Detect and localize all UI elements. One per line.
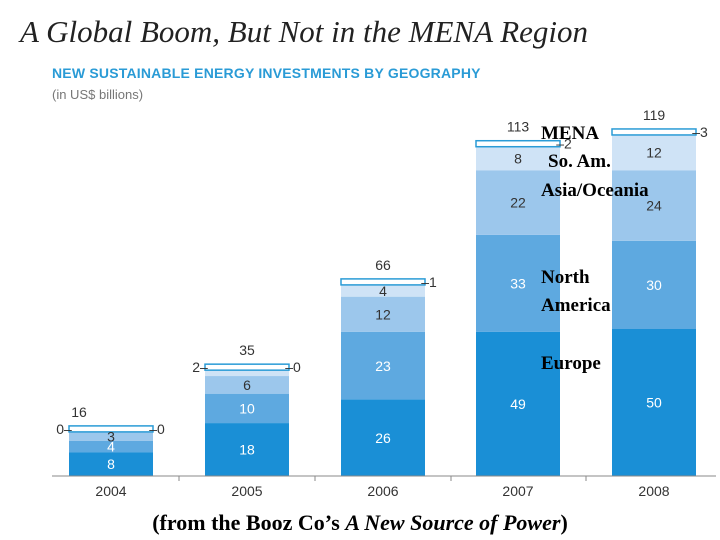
units-label: (in US$ billions) <box>52 87 144 102</box>
annotation-asia-oceania: Asia/Oceania <box>541 180 649 201</box>
x-tick-2007: 2007 <box>502 483 533 499</box>
chart-subtitle: NEW SUSTAINABLE ENERGY INVESTMENTS BY GE… <box>52 65 481 81</box>
side-label-right-2008: –3 <box>692 124 708 140</box>
bar-segment-so-am-2008 <box>612 134 696 171</box>
x-axis-ticks: 2004 2005 2006 2007 2008 <box>95 476 670 499</box>
bar-segment-north-america-2008 <box>612 240 696 329</box>
value-label-europe-2006: 26 <box>375 430 391 446</box>
total-label-2006: 66 <box>375 257 391 273</box>
bar-segment-mena-2007 <box>475 139 561 148</box>
bar-segment-europe-2008 <box>612 329 696 476</box>
x-tick-2005: 2005 <box>231 483 262 499</box>
value-label-north-america-2007: 33 <box>510 275 526 291</box>
annotation-north: North <box>541 267 590 288</box>
value-label-europe-2004: 8 <box>107 456 115 472</box>
bar-segment-europe-2005 <box>205 423 289 476</box>
annotation-europe: Europe <box>541 353 601 374</box>
x-tick-2004: 2004 <box>95 483 126 499</box>
annotation-america: America <box>541 295 611 316</box>
x-tick-2008: 2008 <box>638 483 669 499</box>
total-label-2007: 113 <box>507 119 530 135</box>
bar-segment-north-america-2006 <box>341 331 425 400</box>
value-label-asia-oceania-2004: 3 <box>107 428 115 444</box>
side-label-right-2004: –0 <box>149 421 165 437</box>
value-label-so-am-2006: 4 <box>379 283 387 299</box>
annotation-mena: MENA <box>541 123 599 144</box>
side-label-right-2006: –1 <box>421 274 437 290</box>
chart-title: A Global Boom, But Not in the MENA Regio… <box>20 14 589 49</box>
bar-segment-mena-2005 <box>204 363 290 371</box>
side-label-right-2005: –0 <box>285 359 301 375</box>
value-label-asia-oceania-2005: 6 <box>243 377 251 393</box>
side-label-left-2005: 2– <box>192 359 208 375</box>
bar-segment-asia-oceania-2004 <box>69 431 153 441</box>
bar-segment-mena-2004 <box>68 425 154 433</box>
side-label-right-2007: –2 <box>556 136 572 152</box>
x-tick-2006: 2006 <box>367 483 398 499</box>
annotation-so-am: So. Am. <box>548 151 611 172</box>
value-label-europe-2008: 50 <box>646 395 662 411</box>
caption-prefix: (from the Booz Co’s <box>152 510 346 535</box>
bar-segment-north-america-2005 <box>205 393 289 424</box>
bar-segment-asia-oceania-2005 <box>205 376 289 394</box>
value-label-europe-2005: 18 <box>239 442 255 458</box>
value-label-so-am-2008: 12 <box>646 145 662 161</box>
value-label-europe-2007: 49 <box>510 396 526 412</box>
bar-segment-north-america-2007 <box>476 234 560 332</box>
bars-layer <box>68 128 697 476</box>
side-label-left-2004: 0– <box>56 421 72 437</box>
bar-segment-europe-2007 <box>476 331 560 476</box>
value-label-north-america-2004: 4 <box>107 439 115 455</box>
bar-segment-north-america-2004 <box>69 440 153 453</box>
source-caption: (from the Booz Co’s A New Source of Powe… <box>0 510 720 536</box>
value-label-north-america-2008: 30 <box>646 277 662 293</box>
value-label-north-america-2005: 10 <box>239 400 255 416</box>
caption-italic-title: A New Source of Power <box>345 510 561 535</box>
bar-segment-mena-2006 <box>340 278 426 286</box>
bar-segment-so-am-2006 <box>341 284 425 297</box>
value-label-asia-oceania-2006: 12 <box>375 306 391 322</box>
bar-segment-asia-oceania-2008 <box>612 170 696 241</box>
value-label-asia-oceania-2007: 22 <box>510 195 526 211</box>
bar-segment-so-am-2007 <box>476 146 560 171</box>
value-label-asia-oceania-2008: 24 <box>646 198 662 214</box>
caption-suffix: ) <box>560 510 568 535</box>
total-label-2004: 16 <box>71 404 87 420</box>
value-label-north-america-2006: 23 <box>375 358 391 374</box>
value-label-so-am-2007: 8 <box>514 150 522 166</box>
bar-segment-asia-oceania-2007 <box>476 170 560 235</box>
bar-segment-europe-2006 <box>341 399 425 476</box>
bar-segment-mena-2008 <box>611 128 697 136</box>
total-label-2005: 35 <box>239 342 255 358</box>
bar-segment-so-am-2005 <box>205 370 289 377</box>
bar-segment-europe-2004 <box>69 452 153 476</box>
total-label-2008: 119 <box>643 107 666 123</box>
bar-segment-asia-oceania-2006 <box>341 296 425 332</box>
